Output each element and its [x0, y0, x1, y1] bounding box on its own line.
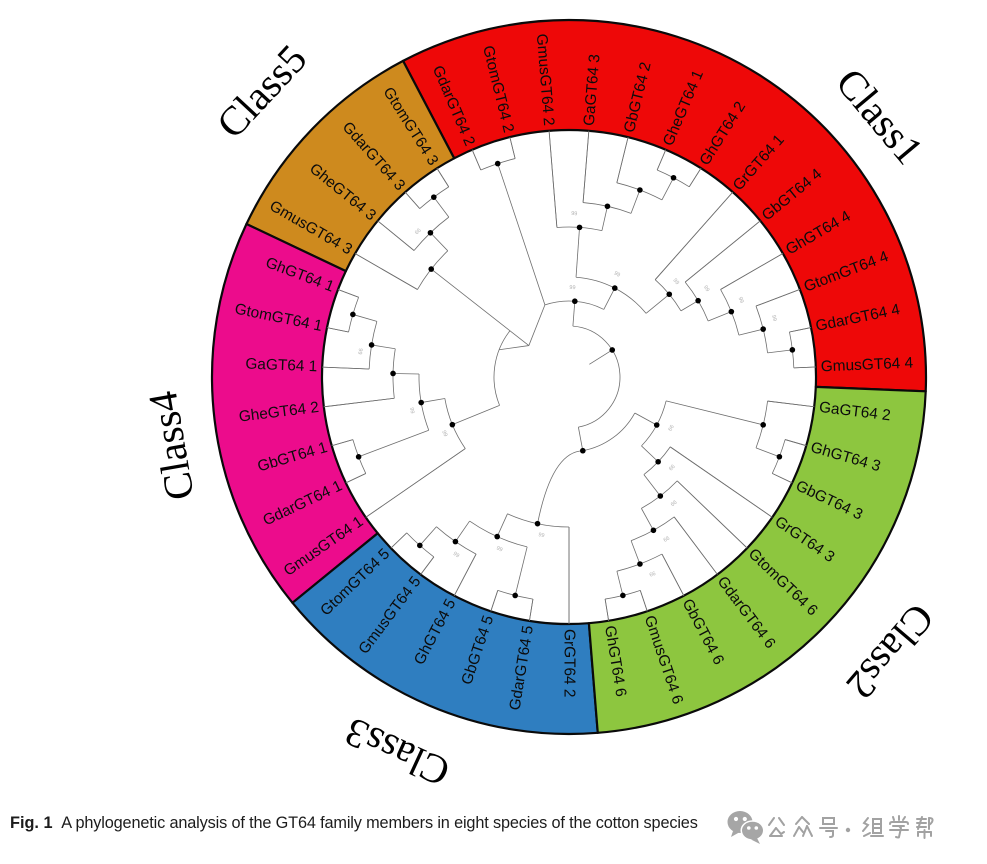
svg-text:GaGT64 3: GaGT64 3	[581, 53, 604, 126]
svg-text:GrGT64 2: GrGT64 2	[561, 629, 578, 697]
svg-text:GmusGT64 4: GmusGT64 4	[820, 355, 913, 376]
svg-text:99: 99	[737, 296, 745, 304]
svg-text:99: 99	[538, 532, 545, 539]
svg-text:99: 99	[408, 407, 415, 414]
svg-text:99: 99	[571, 211, 578, 217]
svg-text:99: 99	[440, 430, 448, 438]
svg-text:99: 99	[671, 278, 680, 287]
svg-text:99: 99	[452, 551, 460, 559]
svg-text:99: 99	[662, 534, 670, 542]
svg-text:GaGT64 1: GaGT64 1	[245, 356, 317, 376]
svg-text:99: 99	[569, 285, 576, 291]
svg-text:99: 99	[613, 271, 621, 279]
svg-text:99: 99	[702, 285, 710, 293]
svg-text:99: 99	[648, 569, 656, 577]
svg-text:99: 99	[667, 463, 676, 472]
svg-text:99: 99	[495, 545, 503, 553]
svg-text:99: 99	[666, 423, 674, 431]
svg-text:99: 99	[770, 314, 777, 321]
svg-text:99: 99	[413, 226, 422, 235]
svg-text:99: 99	[669, 498, 678, 506]
svg-text:99: 99	[356, 348, 363, 355]
